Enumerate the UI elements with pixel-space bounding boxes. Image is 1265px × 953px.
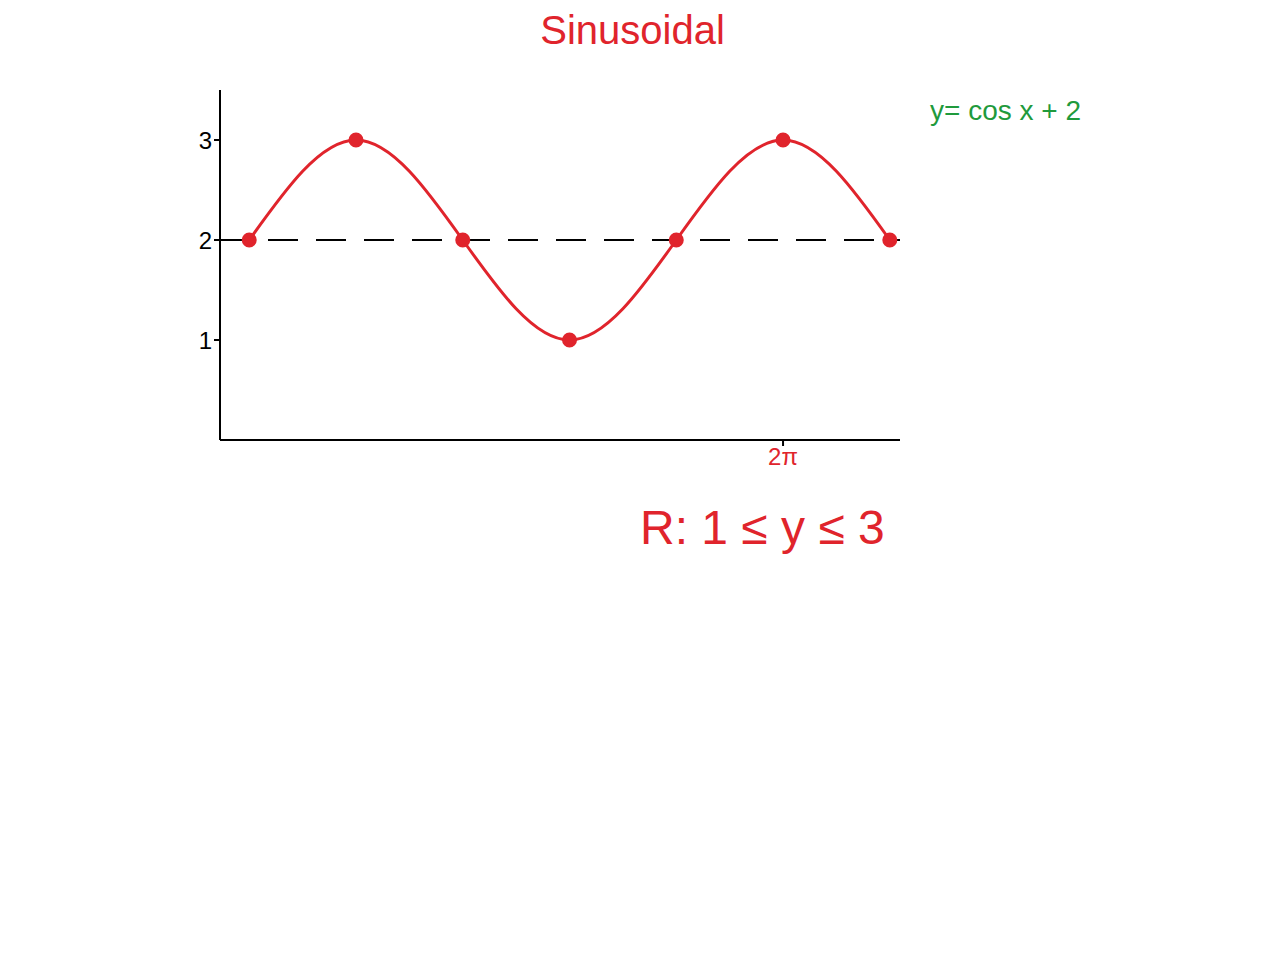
html-text:R: 1 ≤ y ≤ 3: R: 1 ≤ y ≤ 3 xyxy=(640,501,885,554)
svg-text:3: 3 xyxy=(199,127,212,154)
html-text:y= cos x + 2: y= cos x + 2 xyxy=(930,95,1081,126)
svg-text:2: 2 xyxy=(199,227,212,254)
svg-text:1: 1 xyxy=(199,327,212,354)
html-text:Sinusoidal: Sinusoidal xyxy=(540,8,725,52)
svg-text:2π: 2π xyxy=(768,443,798,470)
